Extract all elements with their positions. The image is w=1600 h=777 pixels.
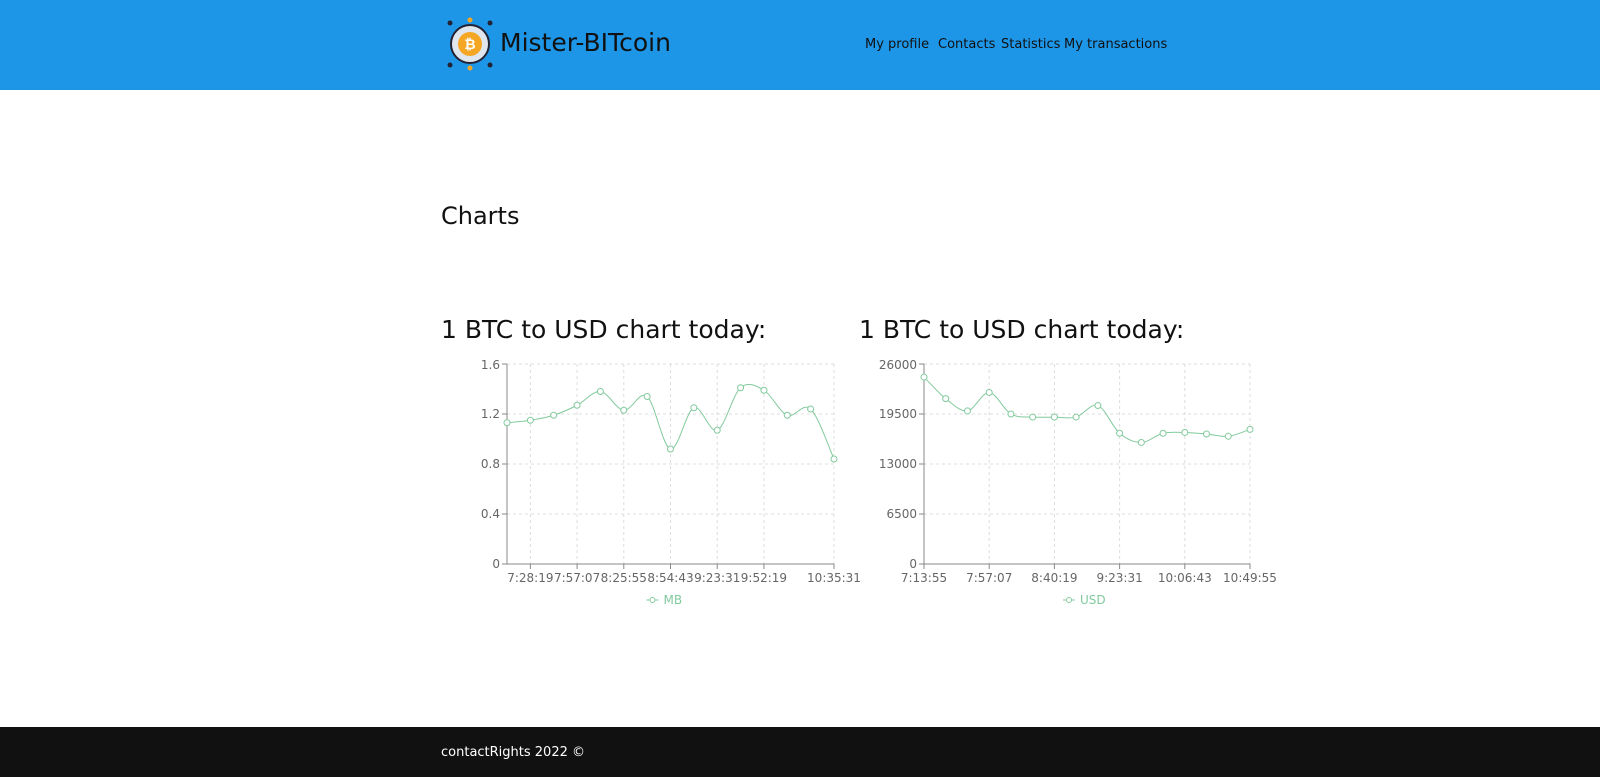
y-tick-label: 19500 [879,407,917,421]
nav-link[interactable]: Statistics [1001,37,1061,52]
legend-label: MB [664,593,683,607]
footer: contactRights 2022 © [0,727,1600,777]
point [503,419,511,427]
line [923,376,1251,443]
x-tick-label: 8:54:43 [647,571,693,585]
point [760,386,768,394]
x-tick-label: 7:13:55 [901,571,947,585]
y-tick-label: 0.8 [481,457,500,471]
point [620,406,628,414]
y-tick-label: 6500 [886,507,917,521]
point [1050,413,1058,421]
x-tick-label: 7:57:07 [966,571,1012,585]
point [573,401,581,409]
nav-link[interactable]: Contacts [938,37,996,52]
x-tick-label: 7:28:19 [507,571,553,585]
nav-link[interactable]: My transactions [1064,37,1168,52]
point [807,405,815,413]
point [713,426,721,434]
point [1224,432,1232,440]
point [1072,413,1080,421]
point [596,388,604,395]
x-tick-label: 8:40:19 [1031,571,1077,585]
svg-text:₿: ₿ [464,37,475,53]
point [690,404,698,412]
brand[interactable]: Mister-BITcoin [500,28,671,57]
chart-title: 1 BTC to USD chart today: [441,315,766,344]
y-tick-label: 0.4 [481,507,500,521]
nav-link[interactable]: My profile [865,37,930,52]
charts: 1 BTC to USD chart today: 0 0.4 0.8 1.2 1.6 7:… [441,315,1277,607]
legend-swatch [1066,597,1072,603]
y-tick-label: 0 [909,557,917,571]
point [643,393,651,400]
x-tick-label: 10:35:31 [807,571,861,585]
point [526,416,534,424]
x-tick-label: 9:23:31 [1096,571,1142,585]
point [1094,402,1102,410]
header: ₿ Mister-BITcoin My profile Contacts Sta… [0,0,1600,90]
point [783,411,791,419]
legend-label: USD [1080,593,1106,607]
y-tick-label: 1.2 [481,407,500,421]
chart-title: 1 BTC to USD chart today: [859,315,1184,344]
point [1007,410,1015,418]
y-tick-label: 0 [492,557,500,571]
point [942,395,950,403]
x-tick-label: 10:06:43 [1158,571,1212,585]
point [1029,413,1037,421]
y-tick-label: 26000 [879,358,917,372]
point [1246,425,1254,433]
x-tick-label: 8:25:55 [601,571,647,585]
point [1159,429,1167,437]
x-tick-label: 9:52:19 [741,571,787,585]
page-title: Charts [441,202,520,230]
point [1137,438,1145,446]
point [830,455,838,463]
y-tick-label: 1.6 [481,358,500,372]
legend-swatch [649,597,656,603]
point [1116,429,1124,437]
point [667,445,674,453]
point [550,411,558,419]
logo[interactable]: ₿ [444,17,496,71]
y-tick-label: 13000 [879,457,917,471]
x-tick-label: 9:23:31 [694,571,740,585]
point [1203,430,1211,438]
footer-text: contactRights 2022 © [441,745,586,760]
point [737,384,745,392]
point [1181,428,1189,436]
x-tick-label: 10:49:55 [1223,571,1277,585]
point [985,388,993,396]
point [963,407,971,415]
x-tick-label: 7:57:07 [554,571,600,585]
point [920,373,928,381]
